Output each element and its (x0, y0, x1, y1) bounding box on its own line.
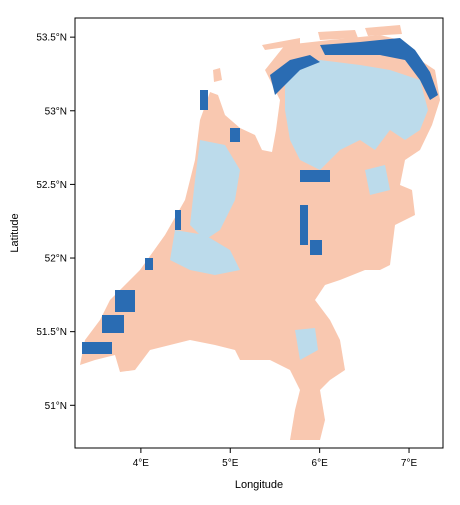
wetland (295, 328, 318, 360)
x-tick-label: 4°E (133, 458, 150, 469)
wetland (190, 140, 240, 240)
y-tick-label: 53.5°N (36, 33, 67, 44)
water (300, 170, 330, 182)
water (300, 205, 308, 245)
water (115, 290, 135, 312)
island (318, 30, 358, 40)
y-tick-label: 53°N (45, 106, 67, 117)
x-tick-label: 6°E (312, 458, 329, 469)
axes: 4°E 5°E 6°E 7°E 51°N 51.5°N 52°N 52.5°N 53°N 53.5… (36, 33, 417, 469)
island (213, 68, 222, 82)
water (82, 342, 112, 354)
plot-frame (74, 17, 444, 449)
y-tick-label: 51°N (45, 401, 67, 412)
water (230, 128, 240, 142)
x-tick-label: 7°E (401, 458, 418, 469)
water (102, 315, 124, 333)
y-axis-title: Latitude (9, 213, 21, 252)
x-tick-label: 5°E (222, 458, 239, 469)
water (310, 240, 322, 255)
water (145, 258, 153, 270)
y-tick-label: 52.5°N (36, 180, 67, 191)
wetland (170, 230, 240, 275)
island (365, 25, 402, 36)
water (320, 38, 438, 100)
island (262, 38, 300, 50)
x-axis-title: Longitude (235, 479, 283, 491)
y-tick-label: 51.5°N (36, 327, 67, 338)
water (175, 210, 181, 230)
water (270, 55, 320, 95)
wetland (285, 60, 428, 170)
wetland (365, 165, 390, 195)
water (200, 90, 208, 110)
y-tick-label: 52°N (45, 254, 67, 265)
map-raster (80, 25, 440, 440)
